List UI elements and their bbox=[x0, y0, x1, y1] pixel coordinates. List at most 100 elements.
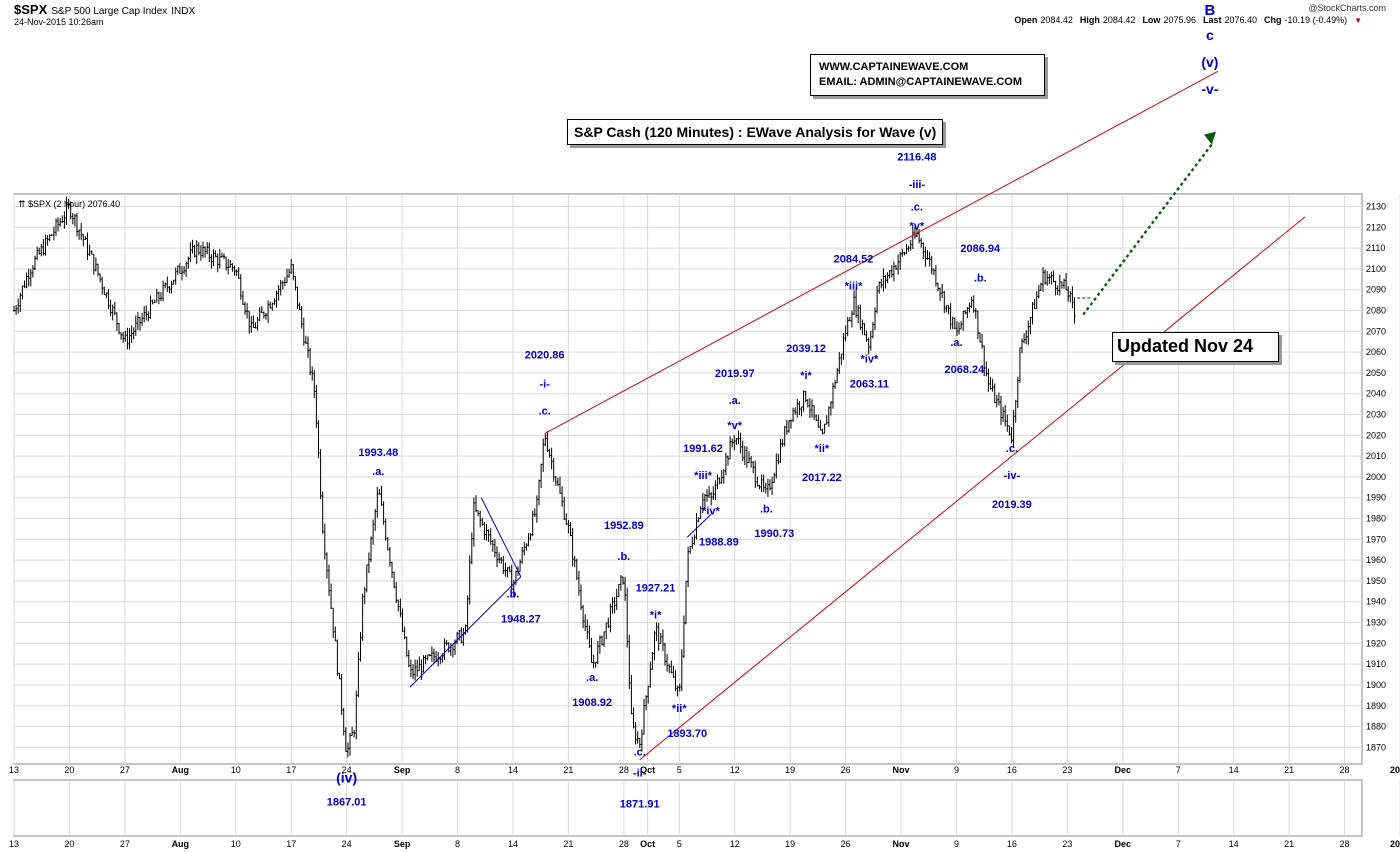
ohlc-bar bbox=[105, 292, 108, 299]
ohlc-bar bbox=[819, 419, 822, 431]
ohlc-bar bbox=[1046, 271, 1049, 286]
wave-label: 1893.70 bbox=[667, 728, 707, 740]
y-tick-label: 2040 bbox=[1366, 389, 1386, 399]
x-tick-label: 28 bbox=[619, 765, 629, 775]
ohlc-bar bbox=[995, 394, 998, 408]
ohlc-bar bbox=[796, 398, 799, 418]
ohlc-bar bbox=[19, 292, 22, 313]
ohlc-bar bbox=[974, 307, 977, 319]
ohlc-bar bbox=[508, 566, 511, 573]
ohlc-bar bbox=[1054, 280, 1057, 296]
ohlc-bar bbox=[922, 242, 925, 259]
price-bars bbox=[13, 196, 1076, 758]
ohlc-bar bbox=[569, 521, 572, 537]
projection-line bbox=[1082, 143, 1213, 316]
ohlc-bar bbox=[470, 532, 473, 565]
ohlc-bar bbox=[176, 265, 179, 275]
ohlc-bar bbox=[668, 663, 671, 674]
ohlc-bar bbox=[764, 482, 767, 494]
ohlc-bar bbox=[103, 286, 106, 296]
ohlc-bar bbox=[781, 439, 784, 447]
ohlc-bar bbox=[237, 267, 240, 279]
wave-label: B bbox=[1204, 2, 1215, 19]
ohlc-bar bbox=[155, 288, 158, 303]
ohlc-bar bbox=[594, 661, 597, 668]
ohlc-bar bbox=[143, 306, 146, 323]
ohlc-bar bbox=[773, 472, 776, 483]
ohlc-bar bbox=[632, 707, 635, 729]
ohlc-bar bbox=[181, 266, 183, 281]
credit-link[interactable]: @StockCharts.com bbox=[1308, 3, 1386, 13]
ohlc-bar bbox=[771, 476, 774, 496]
ohlc-bar bbox=[279, 279, 282, 296]
ohlc-bar bbox=[267, 300, 270, 323]
ohlc-bar bbox=[519, 559, 522, 572]
x-tick-label: 5 bbox=[677, 765, 682, 775]
ohlc-bar bbox=[836, 367, 839, 384]
ohlc-bar bbox=[254, 322, 257, 329]
x-tick-label: 21 bbox=[1284, 765, 1294, 775]
ohlc-bar bbox=[418, 656, 421, 672]
x-tick-label: 10 bbox=[231, 765, 241, 775]
ohlc-bar bbox=[743, 445, 746, 466]
ohlc-bar bbox=[500, 557, 503, 564]
ohlc-bar bbox=[504, 562, 507, 577]
ohlc-bar bbox=[187, 256, 190, 269]
ohlc-bar bbox=[374, 509, 377, 531]
ohlc-bar bbox=[565, 513, 568, 525]
ohlc-bar bbox=[29, 269, 32, 287]
ohlc-bar bbox=[981, 333, 984, 349]
ohlc-bar bbox=[741, 440, 744, 462]
x-tick-label: Nov bbox=[893, 765, 910, 775]
ohlc-bar bbox=[73, 213, 76, 227]
ohlc-bar bbox=[794, 407, 797, 415]
website-text[interactable]: WWW.CAPTAINEWAVE.COM bbox=[819, 61, 969, 73]
ohlc-bar bbox=[86, 232, 89, 261]
ohlc-bar bbox=[1067, 286, 1070, 302]
ohlc-bar bbox=[573, 555, 576, 568]
wave-label: (v) bbox=[1201, 54, 1218, 70]
ohlc-bar bbox=[139, 316, 141, 331]
ohlc-bar bbox=[720, 470, 723, 484]
ohlc-bar bbox=[695, 513, 698, 540]
wave-label: 1871.91 bbox=[620, 799, 660, 811]
ohlc-bar bbox=[624, 576, 627, 601]
x-tick-label: 14 bbox=[1229, 765, 1239, 775]
ohlc-bar bbox=[97, 263, 99, 277]
wave-label: (iv) bbox=[336, 770, 357, 786]
ohlc-bar bbox=[930, 256, 933, 275]
ohlc-bar bbox=[1004, 405, 1007, 427]
ohlc-bar bbox=[706, 489, 708, 502]
ohlc-bar bbox=[659, 632, 662, 644]
ohlc-bar bbox=[359, 632, 362, 662]
ohlc-bar bbox=[871, 321, 874, 339]
ohlc-label: Last bbox=[1202, 15, 1222, 25]
ohlc-bar bbox=[183, 266, 186, 275]
wave-label: *iv* bbox=[860, 354, 878, 366]
y-tick-label: 1870 bbox=[1366, 742, 1386, 752]
ohlc-bar bbox=[987, 368, 990, 392]
ohlc-bar bbox=[863, 323, 866, 336]
ohlc-bar bbox=[1044, 269, 1047, 285]
wave-label: *i* bbox=[650, 609, 662, 621]
ohlc-bar bbox=[170, 280, 173, 294]
x-tick-label: 20 bbox=[64, 839, 74, 849]
plot-frame bbox=[13, 193, 1363, 765]
ohlc-bar bbox=[414, 659, 417, 681]
wave-label: 2020.86 bbox=[525, 349, 565, 361]
ohlc-bar bbox=[947, 305, 950, 315]
ohlc-bar bbox=[17, 298, 20, 314]
wave-label: *ii* bbox=[814, 443, 829, 455]
ohlc-bar bbox=[563, 496, 566, 521]
x-tick-label: 17 bbox=[286, 765, 296, 775]
ohlc-label: Chg bbox=[1264, 15, 1282, 25]
ohlc-bar bbox=[160, 291, 162, 302]
lower-panel-frame bbox=[13, 779, 1363, 837]
x-tick-label: 19 bbox=[785, 839, 795, 849]
ohlc-bar bbox=[661, 629, 664, 652]
ohlc-bar bbox=[498, 552, 501, 564]
email-text[interactable]: EMAIL: ADMIN@CAPTAINEWAVE.COM bbox=[819, 76, 1023, 88]
ohlc-bar bbox=[344, 727, 347, 753]
ohlc-bar bbox=[1000, 395, 1002, 426]
